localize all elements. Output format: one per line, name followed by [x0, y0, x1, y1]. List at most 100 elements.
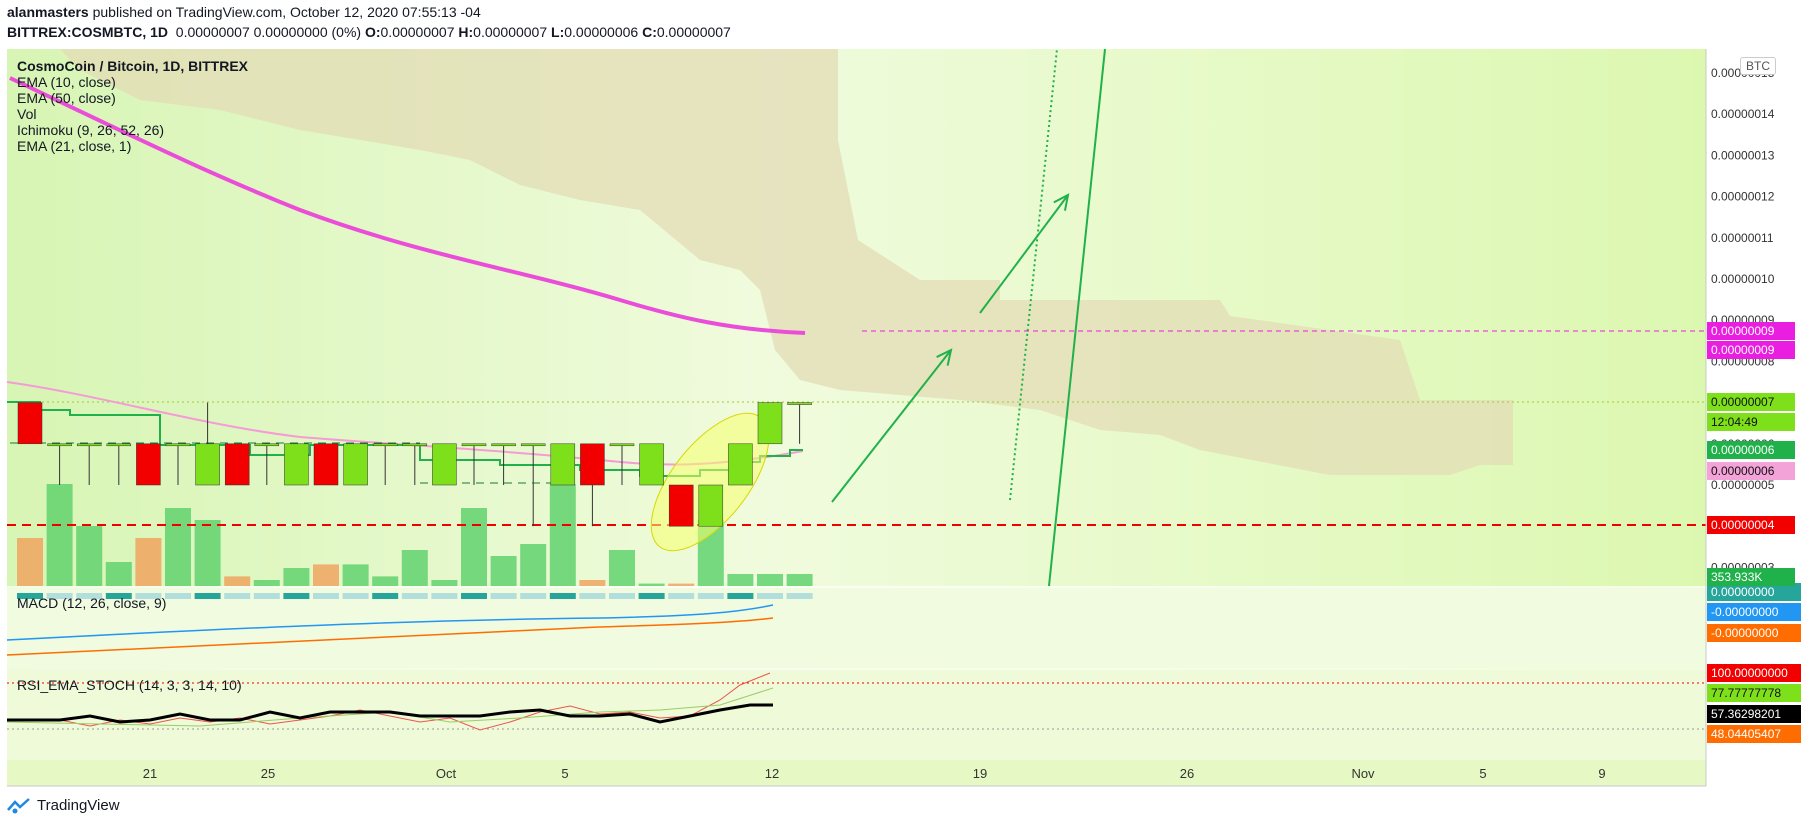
volume-bar: [638, 583, 665, 586]
tradingview-logo[interactable]: TradingView: [7, 797, 120, 814]
macd-histogram-bar: [342, 593, 369, 599]
candle-body: [224, 443, 250, 486]
time-tick-label: Nov: [1351, 766, 1375, 781]
candle-body: [580, 443, 605, 486]
price-badge-label: 12:04:49: [1711, 415, 1758, 429]
time-tick-label: 5: [1479, 766, 1486, 781]
price-tick-label: 0.00000013: [1711, 148, 1775, 162]
macd-histogram-bar: [757, 593, 783, 599]
macd-histogram-bar: [253, 593, 280, 599]
volume-bar: [431, 580, 458, 586]
candle-body: [284, 443, 309, 486]
macd-pane: 0.00000000 -0.00000000 -0.00000000: [6, 583, 1801, 668]
volume-bar: [461, 508, 487, 586]
ichimoku-cloud: [60, 49, 1513, 475]
arrow-up-2: [979, 194, 1069, 314]
time-tick-label: 25: [261, 766, 275, 781]
volume-bar: [490, 556, 517, 586]
price-tick-label: 0.00000011: [1711, 231, 1774, 245]
price-badge-label: 353.933K: [1711, 570, 1762, 584]
low-label: L:: [551, 24, 565, 40]
volume-bar: [76, 526, 103, 586]
legend-ema50[interactable]: EMA (50, close): [17, 90, 116, 106]
rsi-badge: [1707, 664, 1801, 682]
price-badge: [1707, 322, 1795, 340]
legend-ichimoku[interactable]: Ichimoku (9, 26, 52, 26): [17, 122, 165, 138]
macd-histogram-bar: [609, 593, 635, 599]
volume-bar: [757, 574, 783, 586]
macd-histogram-bar: [76, 593, 103, 599]
volume-bar: [786, 574, 813, 586]
time-tick-label: 21: [143, 766, 157, 781]
price-badge: [1707, 516, 1795, 534]
price-badge: [1707, 462, 1795, 480]
volume-bar: [135, 538, 162, 586]
legend-vol[interactable]: Vol: [17, 106, 37, 122]
candle-body: [550, 443, 576, 486]
legend-rsi[interactable]: RSI_EMA_STOCH (14, 3, 3, 14, 10): [17, 677, 242, 693]
volume-bar: [549, 484, 576, 586]
price-tick-label: 0.00000005: [1711, 478, 1775, 492]
volume-bar: [17, 538, 43, 586]
rsi-badge-label: 77.77777778: [1711, 686, 1781, 700]
volume-bar: [727, 574, 754, 586]
macd-histogram-bar: [697, 593, 724, 599]
high-label: H:: [458, 24, 474, 40]
candle-body: [313, 443, 339, 486]
macd-histogram-bar: [105, 593, 132, 599]
stoch-k-line: [7, 672, 771, 731]
volume-bar: [313, 564, 339, 586]
publish-info: alanmasters published on TradingView.com…: [7, 4, 481, 20]
time-tick-label: 26: [1180, 766, 1194, 781]
macd-badge-label: -0.00000000: [1711, 626, 1779, 640]
time-tick-label: 19: [973, 766, 987, 781]
legend-ema10[interactable]: EMA (10, close): [17, 74, 116, 90]
volume-bar: [520, 544, 547, 586]
candle-body: [372, 443, 398, 447]
legend-ema21[interactable]: EMA (21, close, 1): [17, 138, 132, 154]
price-badge: [1707, 568, 1795, 586]
rsi-badge-label: 57.36298201: [1711, 707, 1781, 721]
macd-line: [6, 604, 774, 641]
volume-bar: [194, 520, 221, 586]
price-badge-label: 0.00000009: [1711, 324, 1775, 338]
price-badge-label: 0.00000006: [1711, 443, 1775, 457]
legend-title: CosmoCoin / Bitcoin, 1D, BITTREX: [17, 58, 249, 74]
macd-histogram-bar: [520, 593, 547, 599]
candle-body: [106, 443, 132, 447]
price-axis: 0.000000150.000000140.000000130.00000012…: [1707, 66, 1795, 586]
time-axis-background: [7, 760, 1706, 786]
candle-body: [787, 402, 812, 405]
open-label: O:: [364, 24, 381, 40]
change-value: 0.00000007 0.00000000 (0%): [175, 24, 362, 40]
projection-line-dotted: [1009, 48, 1058, 501]
macd-histogram-bar: [668, 593, 695, 599]
macd-histogram-bar: [165, 593, 191, 599]
price-badge-label: 0.00000009: [1711, 343, 1775, 357]
macd-histogram-bar: [283, 593, 310, 599]
macd-histogram-bar: [638, 593, 665, 599]
volume-bar: [46, 484, 73, 586]
candle-body: [609, 443, 635, 447]
candle-body: [254, 443, 280, 447]
high-value: 0.00000007: [473, 24, 548, 40]
time-tick-label: Oct: [436, 766, 457, 781]
candle-body: [343, 443, 368, 486]
brand-name: TradingView: [37, 797, 120, 814]
volume-bar: [165, 508, 191, 586]
candle-body: [491, 443, 516, 447]
price-tick-label: 0.00000014: [1711, 107, 1775, 121]
open-value: 0.00000007: [380, 24, 455, 40]
close-value: 0.00000007: [656, 24, 731, 40]
candle-body: [668, 484, 694, 527]
macd-histogram-bar: [727, 593, 754, 599]
currency-badge[interactable]: BTC: [1740, 57, 1776, 75]
author-name[interactable]: alanmasters: [7, 4, 89, 20]
legend-macd[interactable]: MACD (12, 26, close, 9): [17, 595, 167, 611]
signal-line: [6, 617, 774, 656]
published-text: published on TradingView.com, October 12…: [92, 4, 481, 20]
symbol-label: BITTREX:COSMBTC, 1D: [7, 24, 168, 40]
candle-body: [195, 443, 220, 486]
candle-body: [698, 484, 724, 527]
